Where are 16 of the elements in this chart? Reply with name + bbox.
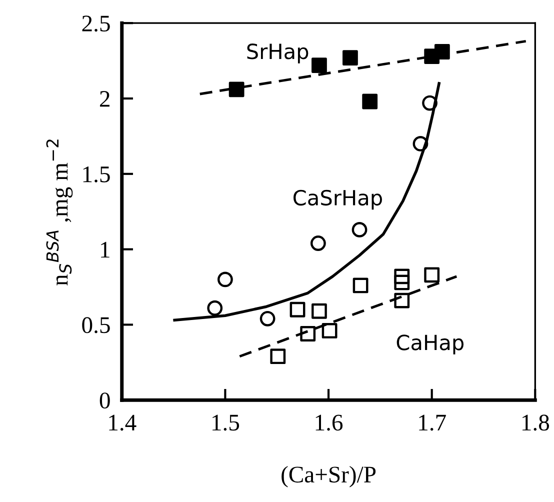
series-label: SrHap [247, 44, 308, 64]
series-label: CaSrHap [294, 190, 382, 210]
y-tick-label: 1 [101, 242, 110, 258]
y-tick-label: 1.5 [83, 166, 110, 182]
y-tick-label: 0.5 [82, 317, 110, 334]
y-tick-label: 2 [100, 91, 110, 107]
x-tick-label: 1.8 [522, 414, 550, 431]
y-axis-title: n$_{S}$$^{BSA}$ ,mg m$^{−2}$ [46, 140, 73, 286]
series-label: CaHap [396, 334, 464, 354]
x-tick-label: 1.4 [109, 414, 136, 431]
x-tick-label: 1.7 [419, 414, 446, 431]
y-tick-label: 2.5 [82, 16, 110, 32]
x-tick-label: 1.5 [212, 414, 240, 431]
x-axis-title: (Ca+Sr)/P [282, 466, 376, 488]
x-tick-label: 1.6 [316, 414, 343, 431]
y-tick-label: 0 [100, 392, 110, 409]
